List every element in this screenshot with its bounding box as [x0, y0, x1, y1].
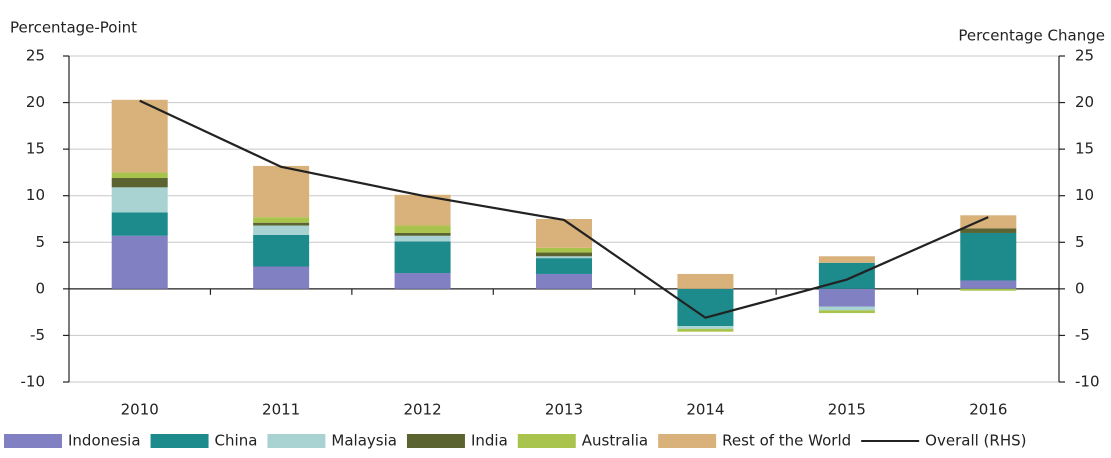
legend-label: Indonesia: [68, 432, 141, 450]
legend-swatch: [517, 434, 576, 448]
x-tick-label: 2015: [828, 401, 866, 419]
bar: [111, 212, 168, 236]
bar: [394, 241, 451, 274]
bar: [394, 273, 451, 289]
y-tick-label: 15: [26, 140, 45, 158]
legend-label: Overall (RHS): [925, 432, 1026, 450]
y2-tick-label: 15: [1075, 140, 1094, 158]
y-tick-label: 0: [35, 279, 45, 297]
y2-tick-label: 5: [1075, 233, 1085, 251]
legend-swatch: [406, 434, 465, 448]
bar: [818, 256, 875, 263]
bar: [394, 232, 451, 236]
bar: [394, 225, 451, 233]
y2-tick-label: 0: [1075, 279, 1085, 297]
bar: [111, 178, 168, 188]
x-tick-label: 2012: [403, 401, 441, 419]
bar: [253, 165, 310, 218]
legend-label: Malaysia: [331, 432, 397, 450]
y2-axis-label: Percentage Change: [958, 27, 1105, 45]
y-tick-label: 20: [26, 93, 45, 111]
legend-swatch: [658, 434, 717, 448]
x-tick-label: 2013: [545, 401, 583, 419]
bar: [677, 273, 734, 289]
bar: [253, 222, 310, 226]
bar: [960, 280, 1017, 289]
y2-tick-label: 25: [1075, 47, 1094, 65]
legend-swatch: [4, 434, 62, 448]
bar: [253, 266, 310, 289]
bar: [111, 235, 168, 289]
bar: [960, 232, 1017, 281]
bar: [536, 252, 592, 257]
y2-tick-label: 20: [1075, 93, 1094, 111]
bar: [536, 273, 592, 289]
legend-swatch: [150, 434, 209, 448]
line: [139, 99, 989, 319]
bar: [677, 328, 734, 332]
bar: [677, 288, 734, 327]
bar: [818, 306, 875, 311]
y2-tick-label: -5: [1075, 326, 1090, 344]
y-tick-label: 5: [35, 233, 45, 251]
y2-tick-label: -10: [1075, 373, 1100, 391]
x-tick-label: 2010: [121, 401, 159, 419]
bar: [536, 256, 592, 259]
bar: [111, 172, 168, 179]
bar: [394, 235, 451, 242]
legend-label: India: [471, 432, 508, 450]
legend-swatch: [267, 434, 326, 448]
bar: [253, 234, 310, 267]
y-axis-label: Percentage-Point: [10, 19, 137, 37]
legend-label: Rest of the World: [722, 432, 851, 450]
bar: [536, 247, 592, 253]
bar: [960, 288, 1017, 291]
y-tick-label: 25: [26, 47, 45, 65]
y-tick-label: 10: [26, 186, 45, 204]
bar: [960, 215, 1017, 229]
bar: [960, 228, 1017, 233]
bar: [677, 326, 734, 329]
bar: [818, 310, 875, 314]
y2-tick-label: 10: [1075, 186, 1094, 204]
x-tick-label: 2011: [262, 401, 300, 419]
x-tick-label: 2016: [969, 401, 1007, 419]
legend-label: China: [215, 432, 258, 450]
bar: [111, 99, 168, 173]
bar: [253, 225, 310, 235]
legend-label: Australia: [582, 432, 648, 450]
x-tick-label: 2014: [686, 401, 724, 419]
bar: [111, 187, 168, 213]
bar: [536, 258, 592, 274]
bar: [818, 288, 875, 307]
y-tick-label: -10: [21, 373, 46, 391]
y-tick-label: -5: [30, 326, 45, 344]
bar: [253, 217, 310, 223]
